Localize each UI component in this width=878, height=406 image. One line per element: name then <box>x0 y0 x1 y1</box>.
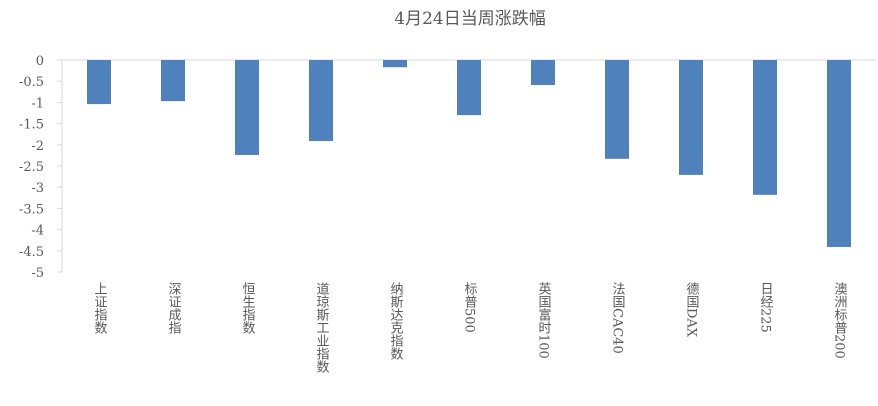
y-tick-label: 0 <box>36 54 44 69</box>
x-tick-label: 纳斯达克指数 <box>388 282 404 360</box>
x-tick-label: 法国CAC40 <box>610 282 626 354</box>
x-tick-label: 澳洲标普200 <box>832 281 848 358</box>
y-tick-label: -5 <box>31 266 44 281</box>
x-tick-label: 英国富时100 <box>536 282 552 359</box>
bar <box>235 60 259 155</box>
bar <box>383 60 407 68</box>
x-tick-label: 恒生指数 <box>240 282 256 334</box>
bar <box>605 60 629 159</box>
y-tick-label: -0.5 <box>19 75 44 90</box>
x-tick-label: 深证成指 <box>166 282 182 334</box>
bar <box>87 60 111 105</box>
x-tick-label: 德国DAX <box>684 282 700 338</box>
bar <box>679 60 703 175</box>
bar <box>827 60 851 247</box>
y-tick-label: -3 <box>31 181 44 196</box>
x-tick-label: 道琼斯工业指数 <box>314 282 330 373</box>
bar <box>753 60 777 195</box>
bar <box>161 60 185 102</box>
x-tick-label: 日经225 <box>758 282 774 333</box>
y-tick-label: -1 <box>31 96 44 111</box>
x-tick-label: 标普500 <box>462 282 478 333</box>
bar <box>457 60 481 116</box>
y-tick-label: -1.5 <box>19 118 44 133</box>
bar <box>531 60 555 86</box>
y-tick-label: -3.5 <box>19 202 44 217</box>
y-tick-label: -2.5 <box>19 160 44 175</box>
y-tick-label: -4.5 <box>19 245 44 260</box>
x-tick-label: 上证指数 <box>92 282 108 334</box>
chart-title: 4月24日当周涨跌幅 <box>394 9 545 29</box>
y-tick-label: -4 <box>31 224 44 239</box>
y-tick-label: -2 <box>31 139 44 154</box>
bar <box>309 60 333 141</box>
